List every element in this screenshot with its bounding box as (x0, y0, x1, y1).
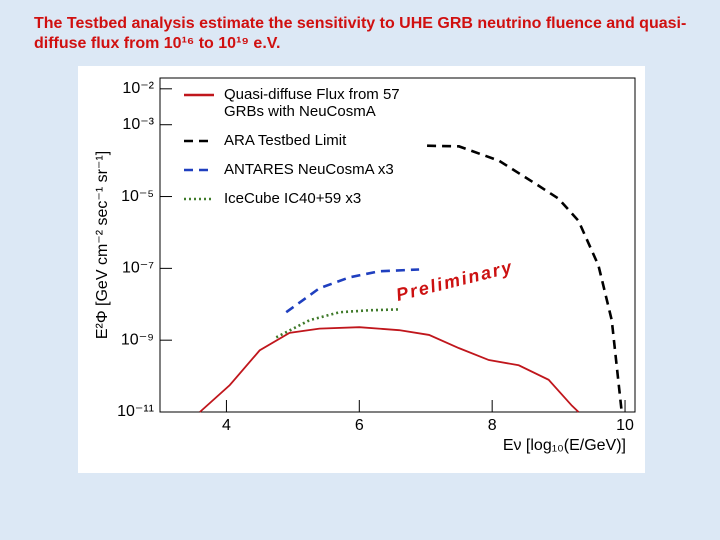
x-tick-label: 6 (355, 417, 364, 434)
x-tick-label: 4 (222, 417, 231, 434)
legend-swatch (184, 93, 214, 97)
y-tick-label: 10⁻² (122, 80, 154, 97)
legend-entry: ANTARES NeuCosmA x3 (182, 161, 422, 178)
series-line (427, 144, 624, 413)
x-tick-label: 10 (616, 417, 634, 434)
legend-label: IceCube IC40+59 x3 (224, 190, 362, 207)
legend-entry: Quasi-diffuse Flux from 57 GRBs with Neu… (182, 86, 422, 120)
legend-entry: ARA Testbed Limit (182, 132, 422, 149)
chart-card (78, 66, 645, 473)
legend-swatch (184, 139, 214, 143)
y-axis-label: E²Φ [GeV cm⁻² sec⁻¹ sr⁻¹] (94, 151, 111, 339)
legend-label: ARA Testbed Limit (224, 132, 347, 149)
plot-frame (159, 77, 636, 413)
legend-swatch (184, 197, 214, 201)
series-line (275, 308, 400, 339)
slide-title: The Testbed analysis estimate the sensit… (34, 15, 687, 52)
y-tick-label: 10⁻¹¹ (117, 403, 154, 420)
y-tick-label: 10⁻³ (122, 116, 154, 133)
annotation: Preliminary (394, 257, 515, 305)
y-tick-label: 10⁻⁵ (121, 188, 154, 205)
legend-swatch (184, 168, 214, 172)
legend-label: Quasi-diffuse Flux from 57 GRBs with Neu… (224, 86, 400, 120)
legend-label: ANTARES NeuCosmA x3 (224, 161, 394, 178)
y-tick-label: 10⁻⁹ (121, 331, 154, 348)
legend-entry: IceCube IC40+59 x3 (182, 190, 422, 207)
x-axis-label: Eν [log₁₀(E/GeV)] (503, 437, 626, 454)
series-line (199, 326, 580, 413)
x-tick-label: 8 (488, 417, 497, 434)
y-tick-label: 10⁻⁷ (122, 260, 154, 277)
legend: Quasi-diffuse Flux from 57 GRBs with Neu… (182, 86, 422, 219)
